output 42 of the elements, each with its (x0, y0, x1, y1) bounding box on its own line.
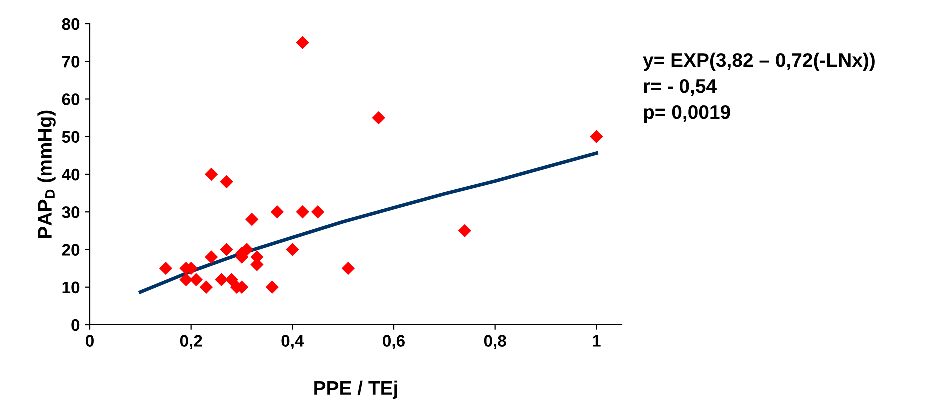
y-tick-label: 50 (62, 131, 80, 144)
y-tick-label: 30 (62, 206, 80, 218)
y-tick-label: 0 (72, 319, 80, 332)
x-tick-label: 1 (593, 335, 601, 347)
y-tick-label: 20 (62, 244, 80, 256)
point (246, 213, 259, 226)
point (590, 130, 604, 144)
y-tick-label: 70 (62, 56, 80, 68)
point (225, 273, 238, 286)
y-tick-label: 10 (62, 282, 80, 294)
point (205, 250, 218, 264)
x-tick-label: 0,2 (180, 335, 202, 350)
x-tick-label: 0,6 (383, 335, 405, 350)
text: p= 0,0019 (644, 105, 730, 124)
y-axis-title: PAP$_{D}$ (mmHg) (38, 110, 56, 238)
point (286, 243, 300, 256)
point (180, 273, 193, 286)
x-axis-title: PPE / TEj (314, 380, 398, 399)
y-tick-label: 40 (62, 168, 80, 181)
point (296, 36, 310, 50)
text: y= EXP(3,82 – 0,72(-LNx)) (643, 52, 875, 72)
point (205, 168, 218, 182)
point (220, 175, 234, 189)
point (190, 273, 203, 286)
point (215, 273, 228, 286)
y-tick-label: 60 (62, 94, 80, 106)
x-tick-label: 0,8 (484, 335, 506, 350)
text: r= - 0,54 (644, 79, 717, 96)
line-series (138, 152, 598, 294)
x-tick-label: 0,4 (282, 335, 304, 350)
point (159, 262, 173, 276)
point (266, 280, 279, 294)
point (458, 224, 472, 238)
point (311, 206, 325, 219)
point (270, 206, 284, 219)
point (296, 206, 310, 219)
point (200, 280, 214, 294)
point (220, 243, 234, 256)
x-tick-label: 0 (86, 335, 94, 347)
y-tick-label: 80 (62, 18, 80, 30)
point (342, 262, 355, 276)
point (372, 111, 386, 125)
